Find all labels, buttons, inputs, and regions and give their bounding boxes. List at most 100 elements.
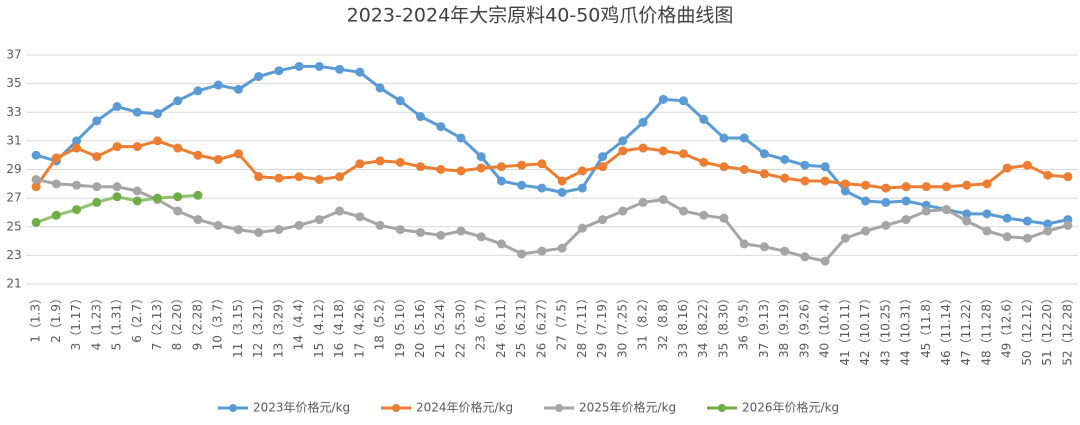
series-line: [35, 64, 1069, 226]
y-tick-label: 21: [6, 277, 21, 291]
legend-marker: [392, 404, 400, 412]
data-point: [355, 212, 365, 222]
data-point: [1022, 160, 1032, 170]
data-point: [800, 252, 810, 262]
data-point: [51, 210, 61, 220]
data-point: [638, 197, 648, 207]
data-point: [153, 136, 162, 146]
x-tick-label: 26（6.27）: [534, 292, 548, 358]
data-point: [557, 243, 567, 253]
data-point: [820, 162, 830, 172]
data-point: [72, 143, 82, 153]
x-tick-label: 39（9.26）: [797, 292, 811, 358]
data-point: [800, 160, 810, 170]
x-tick-label: 49（12.6）: [1000, 292, 1014, 358]
x-tick-label: 20（5.16）: [413, 292, 427, 358]
x-tick-label: 51（12.20）: [1040, 292, 1054, 366]
data-point: [173, 143, 183, 153]
y-tick-label: 31: [6, 133, 21, 147]
data-point: [719, 162, 729, 172]
data-point: [840, 179, 850, 189]
data-point: [679, 206, 688, 216]
data-point: [416, 227, 425, 237]
x-tick-label: 4（1.23）: [89, 292, 103, 350]
data-point: [1043, 226, 1053, 236]
data-point: [456, 166, 466, 176]
data-point: [233, 225, 243, 235]
data-point: [517, 180, 527, 190]
data-point: [335, 206, 345, 216]
data-point: [861, 196, 871, 206]
data-point: [618, 136, 628, 146]
data-point: [881, 183, 891, 193]
y-tick-label: 25: [6, 219, 21, 233]
x-tick-label: 45（11.8）: [919, 292, 933, 358]
legend-label: 2025年价格元/kg: [579, 400, 676, 415]
data-point: [375, 220, 385, 230]
data-point: [962, 180, 972, 190]
x-tick-label: 44（10.31）: [899, 292, 913, 366]
x-tick-label: 1（1.3）: [29, 292, 43, 343]
data-point: [92, 152, 102, 162]
data-point: [496, 239, 506, 249]
x-tick-label: 25（6.21）: [514, 292, 528, 358]
x-tick-label: 43（10.25）: [878, 292, 892, 366]
data-point: [173, 192, 183, 202]
data-point: [1063, 220, 1073, 230]
x-tick-label: 35（8.30）: [716, 292, 730, 358]
data-point: [780, 154, 790, 164]
x-tick-label: 6（2.7）: [130, 292, 144, 343]
x-tick-label: 33（8.16）: [676, 292, 690, 358]
data-point: [820, 176, 830, 186]
data-point: [72, 180, 82, 190]
data-point: [416, 162, 425, 172]
x-tick-label: 31（8.2）: [636, 292, 650, 350]
x-tick-label: 7（2.13）: [150, 292, 164, 350]
data-point: [335, 172, 345, 182]
data-point: [274, 66, 284, 76]
data-point: [233, 149, 243, 159]
data-point: [719, 133, 729, 143]
x-tick-label: 36（9.5）: [737, 292, 751, 350]
data-point: [679, 96, 688, 106]
x-tick-label: 16（4.18）: [332, 292, 346, 358]
data-point: [921, 182, 931, 192]
data-point: [254, 227, 264, 237]
data-point: [759, 242, 769, 252]
data-point: [112, 102, 122, 112]
data-point: [840, 233, 850, 243]
data-point: [92, 197, 102, 207]
data-point: [92, 182, 102, 192]
x-tick-label: 52（12.28）: [1060, 292, 1074, 366]
x-tick-label: 10（3.7）: [211, 292, 225, 350]
data-point: [213, 220, 223, 230]
y-tick-label: 27: [6, 191, 21, 205]
data-point: [881, 197, 891, 207]
data-point: [780, 246, 790, 256]
data-point: [314, 61, 324, 71]
x-tick-label: 37（9.13）: [757, 292, 771, 358]
data-point: [193, 150, 203, 160]
x-tick-label: 41（10.11）: [838, 292, 852, 366]
x-tick-label: 17（4.26）: [352, 292, 366, 358]
data-point: [31, 175, 41, 185]
y-tick-label: 37: [6, 48, 21, 62]
data-point: [557, 187, 567, 197]
x-tick-label: 8（2.20）: [170, 292, 184, 350]
chart-title: 2023-2024年大宗原料40-50鸡爪价格曲线图: [347, 5, 734, 27]
data-point: [31, 150, 41, 160]
data-point: [193, 86, 203, 96]
x-tick-label: 18（5.2）: [373, 292, 387, 350]
data-point: [699, 157, 709, 167]
data-point: [314, 215, 324, 225]
data-point: [537, 246, 547, 256]
data-point: [476, 163, 486, 173]
x-tick-label: 27（7.5）: [555, 292, 569, 350]
data-point: [658, 94, 668, 104]
data-point: [699, 210, 709, 220]
data-point: [335, 64, 345, 74]
data-point: [982, 226, 992, 236]
data-point: [901, 182, 911, 192]
legend-marker: [555, 404, 563, 412]
